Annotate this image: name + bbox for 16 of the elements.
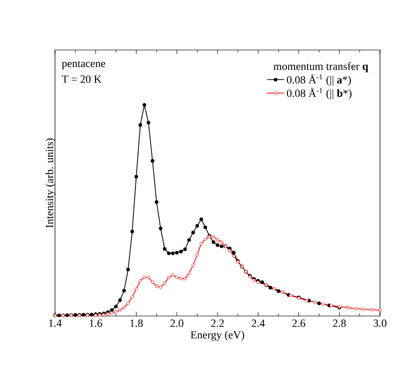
x-tick-label: 1.6 — [90, 320, 102, 327]
x-tick-label: 2.2 — [211, 320, 224, 327]
x-tick-label: 3.0 — [374, 320, 386, 327]
x-axis-title: Energy (eV) — [190, 330, 244, 341]
text: pentacene — [62, 60, 106, 70]
x-tick-label: 2.0 — [170, 320, 184, 327]
x-tick-label: 1.4 — [49, 320, 62, 327]
x-tick-label: 2.6 — [292, 320, 306, 327]
legend-title: momentum transfer q — [274, 62, 368, 72]
x-tick-label: 2.4 — [252, 320, 265, 327]
text: T = 20 K — [62, 75, 102, 83]
x-tick-label: 1.8 — [130, 320, 143, 327]
y-axis-title: Intensity (arb. units) — [46, 138, 56, 228]
legend-label: 0.08 Å$^{-1}$ (|| a*) — [286, 74, 351, 86]
x-tick-label: 2.8 — [333, 320, 346, 327]
legend-label: 0.08 Å$^{-1}$ (|| b*) — [286, 88, 352, 100]
